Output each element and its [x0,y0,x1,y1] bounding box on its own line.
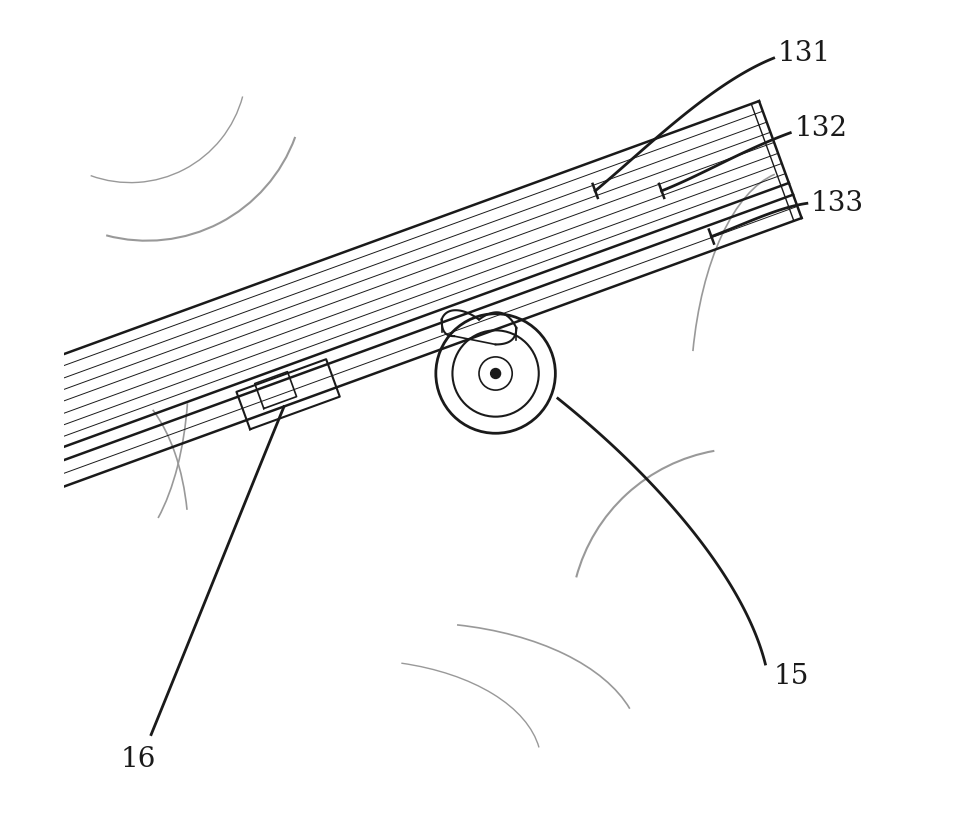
Text: 131: 131 [778,41,831,67]
Text: 132: 132 [794,115,848,142]
Text: 16: 16 [121,746,156,773]
Text: 133: 133 [811,190,864,217]
Circle shape [490,369,501,378]
Text: 15: 15 [774,663,809,690]
